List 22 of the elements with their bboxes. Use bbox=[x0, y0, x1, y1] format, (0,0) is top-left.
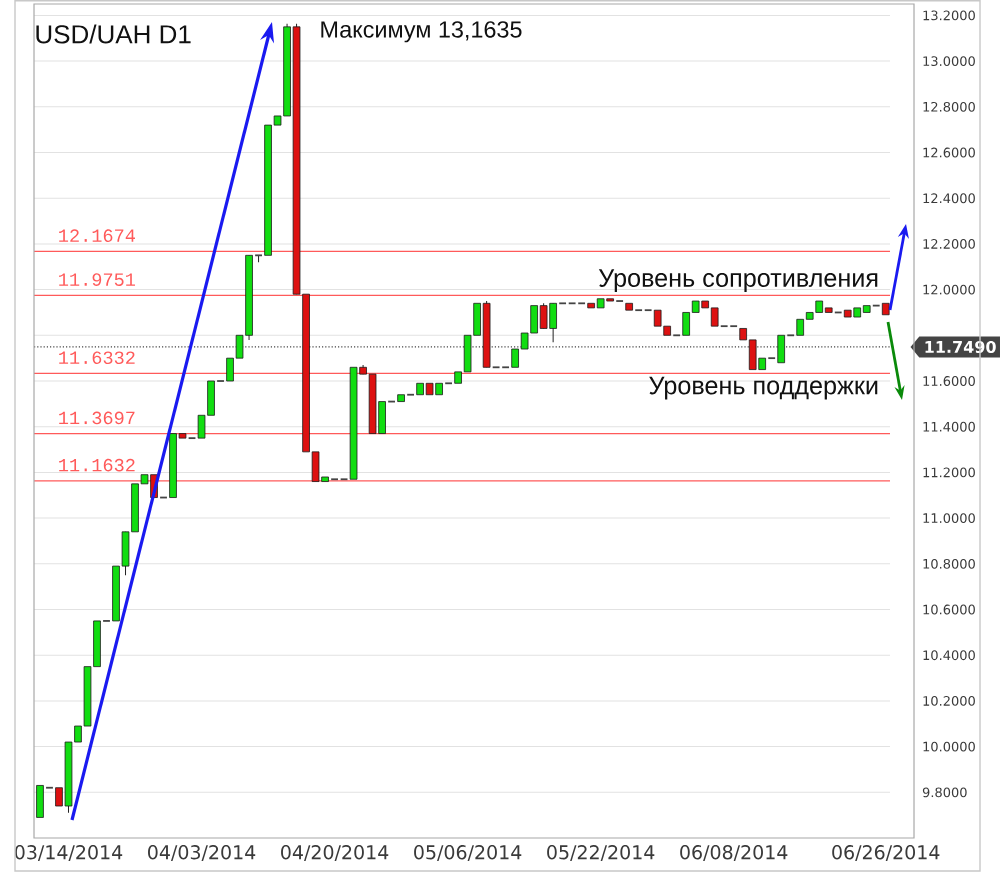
x-tick-label: 04/03/2014 bbox=[148, 845, 256, 861]
x-tick-label: 05/22/2014 bbox=[547, 845, 655, 861]
ref-line-label: 11.6332 bbox=[59, 351, 135, 365]
candlestick bbox=[881, 302, 890, 316]
candlestick bbox=[36, 785, 44, 818]
ref-line-label: 12.1674 bbox=[59, 229, 135, 242]
text: USD/UAH D1 bbox=[36, 24, 191, 44]
annotation: Максимум 13,1635 bbox=[321, 21, 522, 43]
ref-line-label: 11.3697 bbox=[59, 411, 135, 425]
candlestick bbox=[397, 394, 405, 402]
x-tick-label: 04/20/2014 bbox=[281, 845, 389, 861]
x-tick-label: 03/14/2014 bbox=[15, 845, 123, 861]
candlestick bbox=[777, 334, 786, 364]
candlestick bbox=[625, 302, 633, 311]
x-tick-label: 06/26/2014 bbox=[832, 845, 940, 861]
ref-line-label: 11.1632 bbox=[59, 458, 135, 472]
ref-line-label: 11.7490 bbox=[925, 340, 996, 354]
x-tick-label: 06/08/2014 bbox=[680, 845, 788, 861]
annotation: Уровень поддержки bbox=[649, 376, 878, 400]
annotation: Уровень сопротивления bbox=[598, 269, 878, 292]
ref-line-label: 11.9751 bbox=[59, 273, 136, 286]
x-tick-label: 05/06/2014 bbox=[414, 845, 522, 861]
